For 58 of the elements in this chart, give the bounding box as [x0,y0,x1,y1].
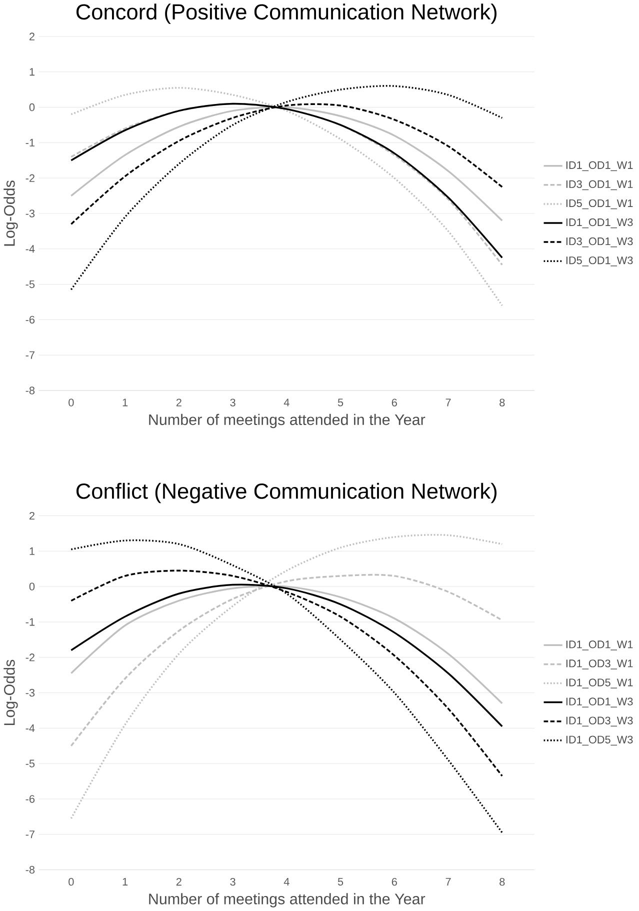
y-tick-label: -7 [26,351,35,359]
legend-label: ID1_OD5_W3 [566,736,633,746]
y-axis-title: Log-Odds [4,660,18,725]
x-axis-title: Number of meetings attended in the Year [149,414,426,428]
x-tick-label: 2 [176,398,182,406]
legend-label: ID1_OD1_W1 [566,161,633,172]
legend-label: ID5_OD1_W3 [566,256,633,266]
x-tick-label: 2 [176,878,182,886]
y-tick-label: -3 [26,688,35,697]
x-tick-label: 7 [446,398,451,406]
x-tick-label: 3 [230,878,236,886]
legend-label: ID3_OD1_W1 [566,180,633,190]
y-tick-label: -1 [26,138,35,146]
x-tick-label: 8 [500,398,505,406]
x-tick-label: 6 [392,398,398,406]
legend-label: ID1_OD3_W1 [566,660,633,670]
legend-label: ID1_OD3_W3 [566,716,633,726]
y-tick-label: -5 [26,280,35,288]
chart-title: Concord (Positive Communication Network) [76,4,497,24]
chart-title: Conflict (Negative Communication Network) [76,482,497,504]
x-tick-label: 4 [284,878,290,886]
y-tick-label: 2 [30,32,35,40]
legend-label: ID1_OD1_W3 [566,218,633,228]
legend-label: ID1_OD1_W1 [566,640,633,650]
y-tick-label: 1 [30,68,35,76]
y-tick-label: -4 [26,724,35,732]
x-tick-label: 0 [68,398,74,406]
x-axis-title: Number of meetings attended in the Year [149,893,426,908]
legend-label: ID1_OD5_W1 [566,678,633,688]
y-tick-label: -5 [26,760,35,768]
y-tick-label: -2 [26,174,35,182]
y-tick-label: -6 [26,316,35,324]
x-tick-label: 1 [123,878,128,886]
y-tick-label: -4 [26,245,35,253]
y-tick-label: -8 [26,866,35,874]
x-tick-label: 3 [230,398,236,406]
x-tick-label: 6 [392,878,398,886]
y-tick-label: 2 [30,512,35,520]
y-tick-label: -6 [26,795,35,803]
y-tick-label: 1 [30,547,35,555]
x-tick-label: 4 [284,398,290,406]
x-tick-label: 5 [338,878,344,886]
y-tick-label: -8 [26,386,35,394]
legend-label: ID3_OD1_W3 [566,237,633,248]
x-tick-label: 0 [68,878,74,886]
y-tick-label: -2 [26,654,35,662]
x-tick-label: 5 [338,398,344,406]
x-tick-label: 1 [123,398,128,406]
y-tick-label: -3 [26,210,35,218]
legend-label: ID5_OD1_W1 [566,199,633,210]
y-tick-label: 0 [30,582,35,590]
x-tick-label: 7 [446,878,451,886]
y-tick-label: 0 [30,103,35,112]
y-axis-title: Log-Odds [4,180,18,246]
legend-label: ID1_OD1_W3 [566,698,633,708]
y-tick-label: -1 [26,618,35,626]
x-tick-label: 8 [500,878,505,886]
y-tick-label: -7 [26,830,35,838]
